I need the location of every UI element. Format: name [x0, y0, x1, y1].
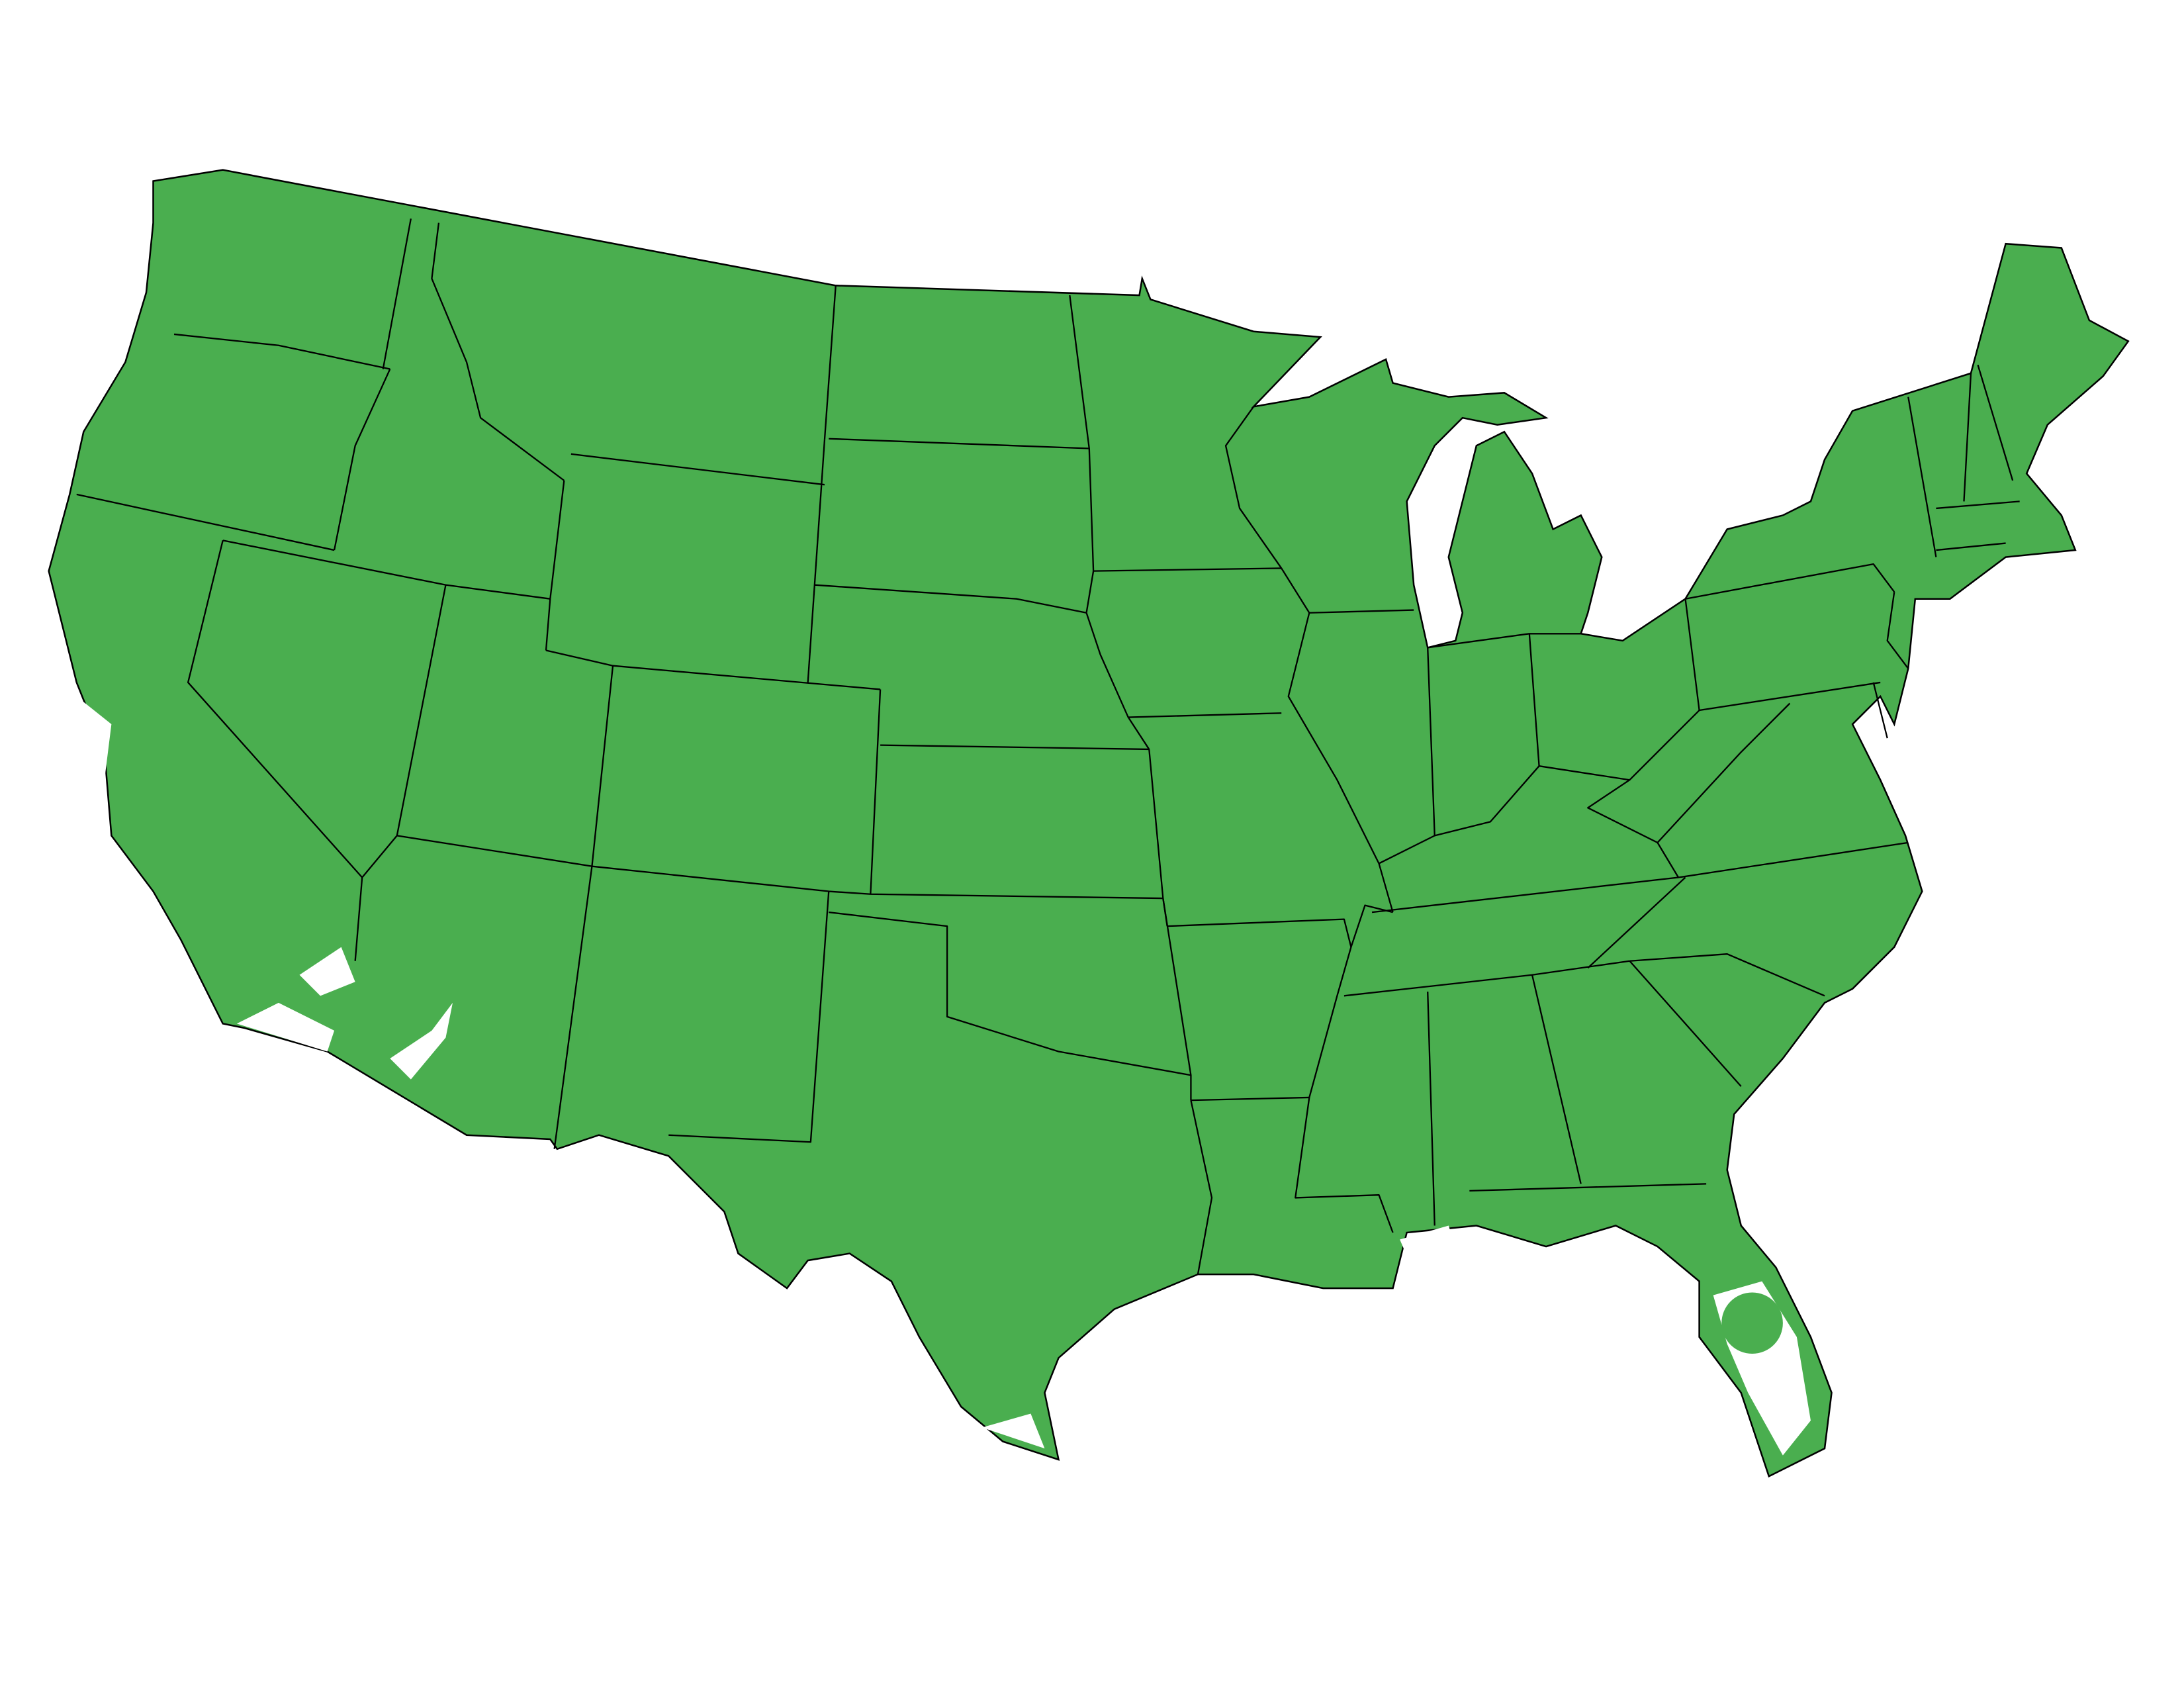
- border-ny-vt: [1907, 397, 1937, 557]
- border-in-oh: [1528, 633, 1540, 767]
- border-ohio-river: [1379, 710, 1700, 865]
- border-id-wy: [549, 480, 565, 599]
- border-ga-fl: [1469, 1183, 1707, 1192]
- gap-gulf-coast: [981, 1225, 1463, 1449]
- border-mo-ar: [1167, 918, 1352, 947]
- border-nj: [1886, 592, 1909, 669]
- border-or-id: [333, 369, 391, 551]
- border-co-east: [870, 689, 882, 894]
- gap-central-california: [76, 696, 181, 961]
- border-nh-me: [1977, 364, 2014, 481]
- border-pa-south: [1699, 681, 1881, 712]
- border-al-ga: [1531, 974, 1582, 1184]
- border-id-mt: [431, 222, 565, 481]
- border-wa-or: [173, 333, 390, 370]
- border-vt-nh: [1963, 373, 1972, 502]
- border-ia-il: [1281, 567, 1394, 913]
- border-mt-wy: [570, 453, 825, 486]
- border-ar-la: [1191, 1096, 1310, 1102]
- state-borders: [76, 218, 2020, 1275]
- border-wv-va: [1657, 702, 1791, 843]
- border-ga-sc: [1629, 960, 1742, 1087]
- border-oh-pa: [1684, 598, 1700, 711]
- border-wi-il: [1309, 609, 1414, 614]
- border-tx-nm: [668, 891, 830, 1143]
- border-nd-sd: [829, 438, 1089, 449]
- border-tx-ok: [829, 911, 1191, 1076]
- contiguous-us-landmass: [48, 169, 2130, 1477]
- border-md-de: [1872, 682, 1888, 739]
- border-il-in: [1427, 647, 1435, 836]
- border-la-ms: [1295, 1097, 1394, 1233]
- border-mn-wi: [1224, 406, 1283, 569]
- border-mississippi-river: [1308, 904, 1393, 1098]
- border-wa-id: [382, 218, 412, 369]
- border-ia-mo: [1128, 712, 1282, 718]
- border-mt-nd: [823, 285, 837, 440]
- border-ok-ar: [1162, 898, 1192, 1101]
- border-ma-south: [1936, 542, 2006, 551]
- border-ky-wv-va: [1587, 779, 1680, 878]
- border-ut-co: [591, 665, 614, 867]
- border-ms-al: [1427, 991, 1435, 1226]
- border-ne-ia: [1085, 612, 1150, 750]
- border-ny-pa: [1685, 563, 1895, 600]
- border-ne-ks: [880, 744, 1150, 751]
- gap-southern-california: [236, 947, 453, 1080]
- border-tx-la: [1190, 1100, 1213, 1275]
- border-sd-ne: [815, 584, 1087, 614]
- border-ma-north: [1936, 500, 2020, 510]
- border-az-nm: [553, 866, 593, 1149]
- border-wy-east: [807, 440, 826, 683]
- border-mn-ia: [1093, 567, 1282, 572]
- border-dakotas-mn: [1069, 295, 1095, 613]
- florida-inland-patch: [1721, 1292, 1783, 1354]
- border-wy-west: [545, 598, 551, 651]
- border-ca-nv: [187, 540, 363, 961]
- border-or-south: [76, 493, 335, 551]
- border-tn-nc: [1587, 876, 1686, 969]
- border-sc-nc: [1629, 953, 1825, 997]
